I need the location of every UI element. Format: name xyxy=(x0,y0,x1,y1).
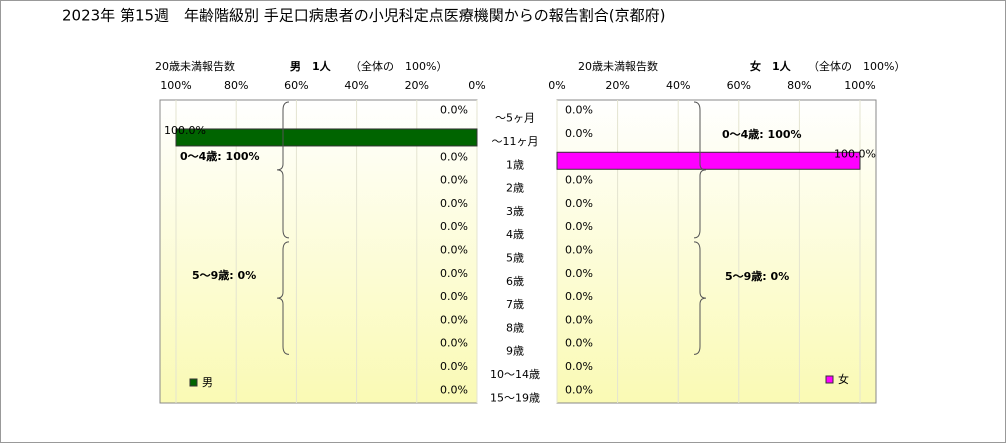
category-label: 2歳 xyxy=(506,182,524,195)
value-label: 0.0% xyxy=(440,174,468,187)
legend-swatch xyxy=(189,378,198,387)
legend-swatch xyxy=(825,375,834,384)
subtitle: 男 1人 xyxy=(290,59,332,73)
value-label: 0.0% xyxy=(440,104,468,117)
category-label: 8歳 xyxy=(506,321,524,334)
plot-area xyxy=(159,99,478,404)
category-label: 3歳 xyxy=(506,205,524,218)
value-label: 0.0% xyxy=(440,337,468,350)
category-label: 5歳 xyxy=(506,252,524,265)
category-label: 4歳 xyxy=(506,228,524,241)
value-label: 0.0% xyxy=(440,267,468,280)
category-label: 7歳 xyxy=(506,298,524,311)
brace xyxy=(693,241,707,355)
count-label: 20歳未満報告数 xyxy=(578,60,658,73)
brace xyxy=(693,101,707,239)
x-tick-label: 80% xyxy=(224,79,248,92)
category-label: 9歳 xyxy=(506,345,524,358)
x-tick-label: 0% xyxy=(468,79,485,92)
value-label: 0.0% xyxy=(440,244,468,257)
value-label: 0.0% xyxy=(440,290,468,303)
category-label: 6歳 xyxy=(506,275,524,288)
category-label: ～11ヶ月 xyxy=(492,135,539,148)
legend-label: 男 xyxy=(202,376,213,389)
x-tick-label: 0% xyxy=(548,79,565,92)
group-annotation: 5～9歳: 0% xyxy=(725,269,789,283)
value-label: 0.0% xyxy=(565,313,593,326)
x-tick-label: 100% xyxy=(844,79,875,92)
x-tick-label: 60% xyxy=(284,79,308,92)
value-label: 0.0% xyxy=(565,197,593,210)
x-tick-label: 40% xyxy=(344,79,368,92)
value-label: 0.0% xyxy=(565,337,593,350)
category-label: 10～14歳 xyxy=(490,368,540,381)
value-label: 0.0% xyxy=(565,290,593,303)
value-label: 0.0% xyxy=(440,150,468,163)
x-tick-label: 20% xyxy=(605,79,629,92)
value-label: 0.0% xyxy=(565,104,593,117)
group-annotation: 5～9歳: 0% xyxy=(192,268,256,282)
category-label: ～5ヶ月 xyxy=(495,112,535,125)
value-label: 0.0% xyxy=(565,220,593,233)
brace xyxy=(276,241,290,355)
value-label: 0.0% xyxy=(440,220,468,233)
value-label: 0.0% xyxy=(565,267,593,280)
x-tick-label: 100% xyxy=(160,79,191,92)
x-tick-label: 40% xyxy=(666,79,690,92)
bar xyxy=(175,128,478,147)
value-label: 0.0% xyxy=(565,360,593,373)
value-label: 0.0% xyxy=(565,127,593,140)
share-label: （全体の 100%） xyxy=(808,59,905,73)
value-label: 100.0% xyxy=(834,147,876,160)
value-label: 0.0% xyxy=(440,383,468,396)
subtitle: 女 1人 xyxy=(750,59,792,73)
chart-title: 2023年 第15週 年齢階級別 手足口病患者の小児科定点医療機関からの報告割合… xyxy=(62,7,666,25)
bar xyxy=(556,151,861,170)
x-tick-label: 80% xyxy=(787,79,811,92)
plot-area xyxy=(556,99,877,404)
share-label: （全体の 100%） xyxy=(350,59,447,73)
value-label: 0.0% xyxy=(440,360,468,373)
category-label: 15～19歳 xyxy=(490,391,540,404)
group-annotation: 0～4歳: 100% xyxy=(722,127,802,141)
brace xyxy=(276,101,290,239)
value-label: 0.0% xyxy=(440,197,468,210)
group-annotation: 0～4歳: 100% xyxy=(180,149,260,163)
value-label: 0.0% xyxy=(440,313,468,326)
value-label: 100.0% xyxy=(164,124,206,137)
x-tick-label: 20% xyxy=(405,79,429,92)
x-tick-label: 60% xyxy=(727,79,751,92)
category-label: 1歳 xyxy=(506,158,524,171)
value-label: 0.0% xyxy=(565,174,593,187)
count-label: 20歳未満報告数 xyxy=(155,60,235,73)
value-label: 0.0% xyxy=(565,244,593,257)
legend-label: 女 xyxy=(838,372,849,386)
value-label: 0.0% xyxy=(565,383,593,396)
